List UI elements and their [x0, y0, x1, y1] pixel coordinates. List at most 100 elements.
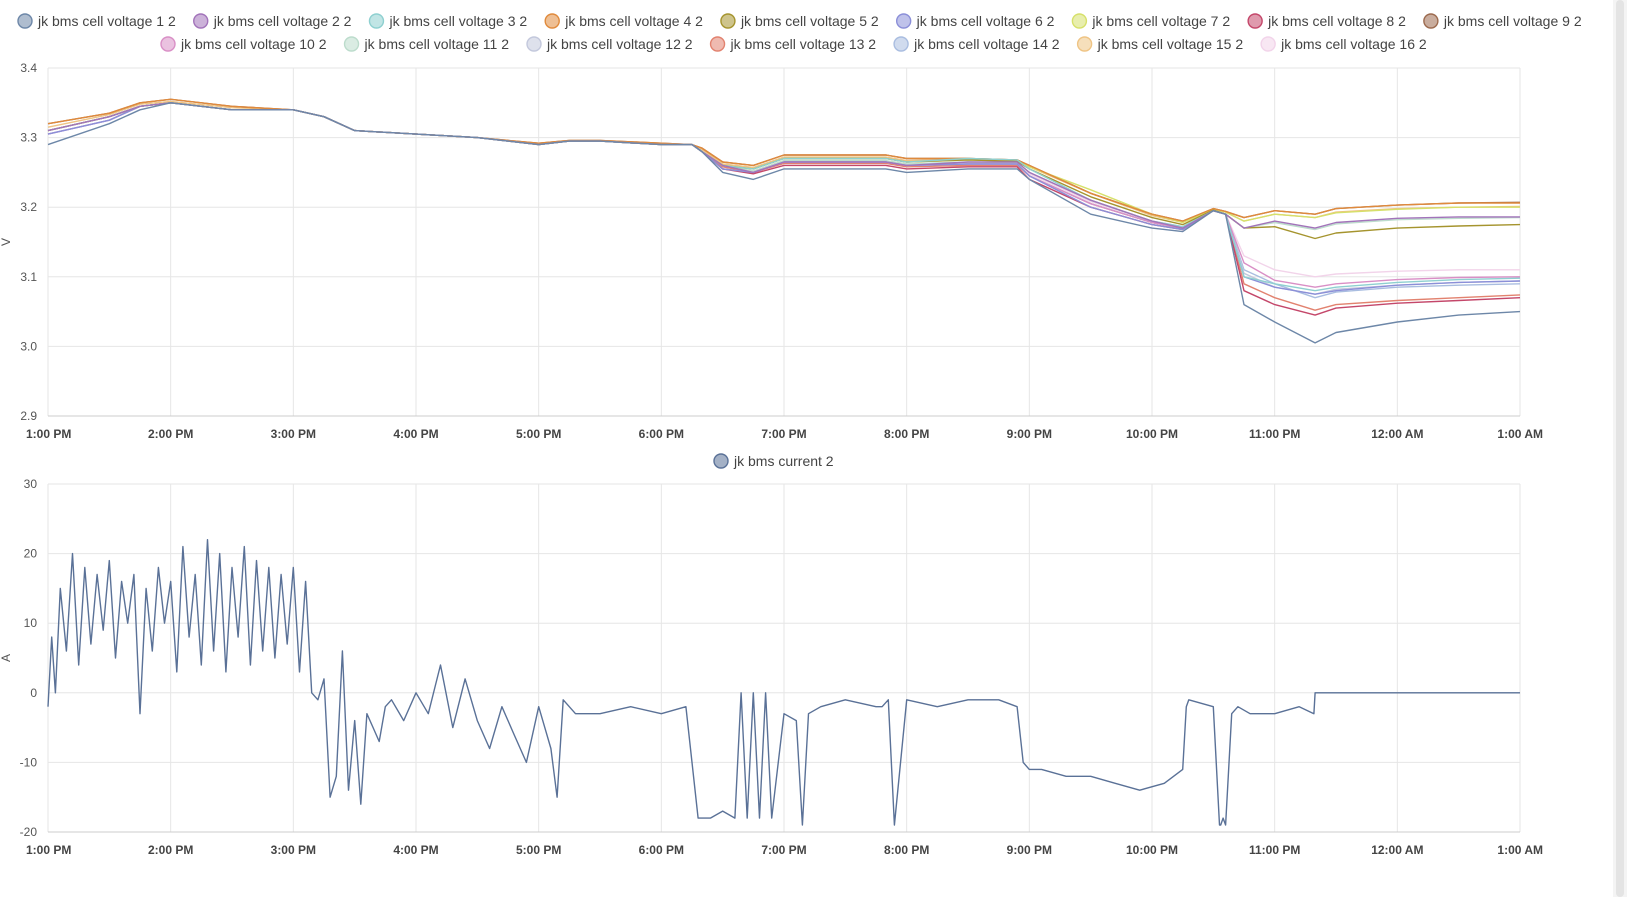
- legend-item-jk-bms-current-2[interactable]: jk bms current 2: [713, 453, 834, 469]
- x-tick-label: 12:00 AM: [1371, 427, 1423, 441]
- cell-voltage-legend: jk bms cell voltage 1 2 jk bms cell volta…: [17, 13, 1582, 52]
- x-tick-label: 2:00 PM: [148, 427, 193, 441]
- legend-swatch: [1247, 13, 1263, 29]
- legend-label: jk bms cell voltage 4 2: [564, 13, 703, 29]
- y-tick-label: -10: [20, 755, 38, 769]
- legend-label: jk bms cell voltage 13 2: [730, 36, 877, 52]
- x-tick-label: 8:00 PM: [884, 427, 929, 441]
- legend-label: jk bms cell voltage 15 2: [1097, 36, 1244, 52]
- legend-item-jk-bms-cell-voltage-11-2[interactable]: jk bms cell voltage 11 2: [343, 36, 510, 52]
- x-tick-label: 4:00 PM: [393, 427, 438, 441]
- series-line-jk-bms-cell-voltage-1-2: [47, 102, 1521, 344]
- legend-item-jk-bms-cell-voltage-10-2[interactable]: jk bms cell voltage 10 2: [160, 36, 327, 52]
- legend-item-jk-bms-cell-voltage-15-2[interactable]: jk bms cell voltage 15 2: [1076, 36, 1244, 52]
- y-tick-label: 20: [24, 547, 38, 561]
- x-tick-label: 5:00 PM: [516, 427, 561, 441]
- y-tick-label: 3.3: [20, 131, 37, 145]
- legend-swatch: [1423, 13, 1439, 29]
- x-tick-label: 1:00 PM: [26, 843, 71, 857]
- legend-label: jk bms cell voltage 8 2: [1267, 13, 1406, 29]
- y-tick-label: 10: [24, 616, 38, 630]
- current-legend: jk bms current 2: [713, 453, 834, 469]
- scrollbar-thumb[interactable]: [1616, 0, 1624, 897]
- legend-swatch: [544, 13, 560, 29]
- cell-voltage-chart: jk bms cell voltage 1 2 jk bms cell volta…: [0, 13, 1582, 441]
- x-tick-label: 10:00 PM: [1126, 427, 1178, 441]
- current-chart: jk bms current 2 -20 -10 0 10 20 30 1:00 PM 2:…: [0, 453, 1543, 857]
- legend-item-jk-bms-cell-voltage-1-2[interactable]: jk bms cell voltage 1 2: [17, 13, 176, 29]
- x-tick-label: 7:00 PM: [761, 843, 806, 857]
- cell-voltage-y-axis: 2.9 3.0 3.1 3.2 3.3 3.4: [20, 61, 37, 423]
- legend-swatch: [893, 36, 909, 52]
- cell-voltage-x-axis: 1:00 PM 2:00 PM 3:00 PM 4:00 PM 5:00 PM 6:00 …: [26, 427, 1543, 441]
- series-line-jk-bms-current-2: [47, 539, 1520, 826]
- x-tick-label: 6:00 PM: [639, 427, 684, 441]
- legend-item-jk-bms-cell-voltage-8-2[interactable]: jk bms cell voltage 8 2: [1247, 13, 1406, 29]
- legend-swatch: [343, 36, 360, 52]
- cell-voltage-y-axis-title: V: [0, 238, 13, 246]
- legend-label: jk bms cell voltage 3 2: [388, 13, 527, 29]
- x-tick-label: 7:00 PM: [761, 427, 806, 441]
- current-gridlines: [47, 483, 1521, 833]
- legend-swatch: [1071, 13, 1088, 29]
- legend-label: jk bms cell voltage 12 2: [546, 36, 693, 52]
- legend-item-jk-bms-cell-voltage-5-2[interactable]: jk bms cell voltage 5 2: [720, 13, 879, 29]
- y-tick-label: 3.4: [20, 61, 37, 75]
- legend-item-jk-bms-cell-voltage-9-2[interactable]: jk bms cell voltage 9 2: [1423, 13, 1582, 29]
- legend-label: jk bms cell voltage 5 2: [740, 13, 879, 29]
- legend-label: jk bms cell voltage 16 2: [1280, 36, 1427, 52]
- y-tick-label: 3.2: [20, 200, 37, 214]
- legend-item-jk-bms-cell-voltage-16-2[interactable]: jk bms cell voltage 16 2: [1260, 36, 1427, 52]
- legend-swatch: [526, 36, 542, 52]
- legend-swatch: [1076, 36, 1093, 52]
- legend-swatch: [17, 13, 33, 29]
- legend-item-jk-bms-cell-voltage-6-2[interactable]: jk bms cell voltage 6 2: [895, 13, 1055, 29]
- x-tick-label: 4:00 PM: [393, 843, 438, 857]
- x-tick-label: 2:00 PM: [148, 843, 193, 857]
- y-tick-label: -20: [20, 825, 38, 839]
- x-tick-label: 6:00 PM: [639, 843, 684, 857]
- x-tick-label: 11:00 PM: [1249, 427, 1300, 441]
- current-series: [47, 539, 1520, 826]
- x-tick-label: 5:00 PM: [516, 843, 561, 857]
- vertical-scrollbar[interactable]: [1613, 0, 1627, 897]
- x-tick-label: 3:00 PM: [271, 427, 316, 441]
- legend-item-jk-bms-cell-voltage-4-2[interactable]: jk bms cell voltage 4 2: [544, 13, 703, 29]
- x-tick-label: 1:00 AM: [1497, 843, 1543, 857]
- legend-item-jk-bms-cell-voltage-2-2[interactable]: jk bms cell voltage 2 2: [193, 13, 352, 29]
- legend-label: jk bms current 2: [733, 453, 834, 469]
- x-tick-label: 9:00 PM: [1007, 843, 1052, 857]
- cell-voltage-series: [47, 98, 1521, 344]
- x-tick-label: 11:00 PM: [1249, 843, 1300, 857]
- legend-label: jk bms cell voltage 6 2: [916, 13, 1055, 29]
- legend-swatch: [160, 36, 176, 52]
- legend-label: jk bms cell voltage 9 2: [1443, 13, 1582, 29]
- y-tick-label: 3.1: [20, 270, 37, 284]
- x-tick-label: 8:00 PM: [884, 843, 929, 857]
- x-tick-label: 9:00 PM: [1007, 427, 1052, 441]
- legend-label: jk bms cell voltage 1 2: [37, 13, 176, 29]
- x-tick-label: 1:00 AM: [1497, 427, 1543, 441]
- legend-item-jk-bms-cell-voltage-7-2[interactable]: jk bms cell voltage 7 2: [1071, 13, 1230, 29]
- y-tick-label: 2.9: [20, 409, 37, 423]
- current-x-axis: 1:00 PM 2:00 PM 3:00 PM 4:00 PM 5:00 PM 6:00 …: [26, 843, 1543, 857]
- legend-item-jk-bms-cell-voltage-12-2[interactable]: jk bms cell voltage 12 2: [526, 36, 693, 52]
- legend-item-jk-bms-cell-voltage-14-2[interactable]: jk bms cell voltage 14 2: [893, 36, 1060, 52]
- legend-label: jk bms cell voltage 11 2: [364, 36, 510, 52]
- legend-swatch: [1260, 36, 1276, 52]
- y-tick-label: 0: [30, 686, 37, 700]
- cell-voltage-gridlines: [47, 67, 1521, 417]
- x-tick-label: 3:00 PM: [271, 843, 316, 857]
- current-y-axis: -20 -10 0 10 20 30: [20, 477, 38, 839]
- x-tick-label: 1:00 PM: [26, 427, 71, 441]
- legend-label: jk bms cell voltage 2 2: [213, 13, 352, 29]
- legend-swatch: [193, 13, 209, 29]
- legend-swatch: [709, 36, 726, 52]
- y-tick-label: 30: [24, 477, 38, 491]
- legend-swatch: [713, 453, 729, 469]
- legend-item-jk-bms-cell-voltage-13-2[interactable]: jk bms cell voltage 13 2: [709, 36, 877, 52]
- legend-label: jk bms cell voltage 14 2: [913, 36, 1060, 52]
- legend-swatch: [895, 13, 912, 29]
- legend-item-jk-bms-cell-voltage-3-2[interactable]: jk bms cell voltage 3 2: [368, 13, 527, 29]
